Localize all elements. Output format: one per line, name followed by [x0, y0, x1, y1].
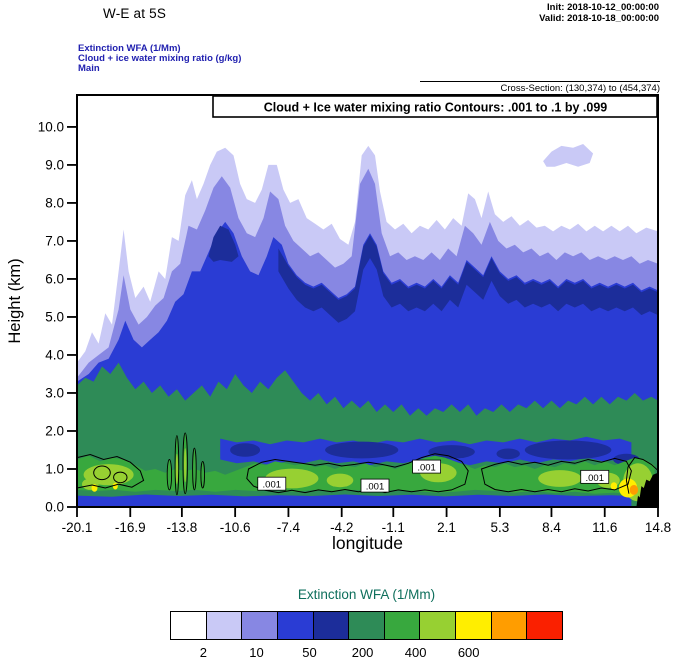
- low-dark-streak: [428, 445, 475, 459]
- colorbar-cell: [242, 612, 278, 639]
- colorbar-cell: [277, 612, 314, 639]
- green-column: [192, 447, 197, 491]
- terrain: [636, 472, 658, 507]
- contour-label-box: [257, 476, 287, 491]
- y-tick-label: 1.0: [45, 461, 64, 476]
- contour-label-box: [360, 478, 390, 493]
- contour-line: [625, 457, 659, 494]
- colorbar-tick-label: 2: [199, 645, 208, 660]
- x-tick-label: -4.2: [330, 520, 353, 535]
- y-tick-label: 8.0: [45, 195, 64, 210]
- colorbar-cell: [206, 612, 243, 639]
- green-column: [166, 459, 173, 491]
- contour-label-box: [412, 459, 441, 474]
- x-axis-title: longitude: [332, 533, 403, 553]
- y-tick-label: 4.0: [45, 347, 64, 362]
- surface-blue-layer: [77, 494, 632, 507]
- colorbar-tick-label: 200: [351, 645, 374, 660]
- contour-info-box: [212, 95, 658, 118]
- x-tick-label: -13.8: [166, 520, 197, 535]
- contour-line: [246, 453, 469, 494]
- colorbar-tick-label: 10: [249, 645, 264, 660]
- contour-label-box: [580, 469, 610, 484]
- y-axis-title: Height (km): [6, 258, 24, 343]
- contour-line: [480, 457, 632, 493]
- cross-section-rule: [420, 81, 660, 82]
- contour-line: [76, 453, 145, 489]
- colorbar-tick-label: 50: [302, 645, 317, 660]
- y-tick-label: 6.0: [45, 271, 64, 286]
- y-tick-label: 0.0: [45, 500, 64, 515]
- colorbar-cell: [420, 612, 457, 639]
- yellow-cell: [610, 482, 618, 490]
- contour-label: .001: [417, 463, 436, 474]
- valid-timestamp: Valid: 2018-10-18_00:00:00: [539, 12, 659, 24]
- x-tick-label: 2.1: [437, 520, 456, 535]
- green-column: [200, 460, 205, 489]
- surface-green-band: [77, 455, 655, 496]
- colorbar: [170, 611, 563, 640]
- colorbar-cell: [349, 612, 385, 639]
- field-extinction-label: Extinction WFA (1/Mm): [78, 43, 181, 54]
- colorbar-cell: [491, 612, 528, 639]
- low-level-blue-strip: [220, 436, 632, 466]
- y-tick-label: 10.0: [38, 119, 64, 134]
- low-dark-streak: [230, 443, 261, 457]
- colorbar-tick-label: 400: [404, 645, 427, 660]
- low-dark-streak: [325, 441, 399, 459]
- x-tick-label: 14.8: [645, 520, 671, 535]
- cross-section-label: Cross-Section: (130,374) to (454,374): [500, 83, 660, 94]
- contour-line: [93, 465, 111, 481]
- x-tick-label: 8.4: [542, 520, 561, 535]
- cloud-top-dark-band: [278, 235, 658, 323]
- x-tick-label: 11.6: [592, 520, 617, 535]
- colorbar-cell: [527, 612, 563, 639]
- bright-green-cell: [326, 473, 354, 488]
- x-tick-label: -16.9: [115, 520, 146, 535]
- bright-green-cell: [538, 470, 582, 487]
- x-tick-label: -20.1: [62, 520, 93, 535]
- low-dark-streak: [496, 448, 520, 460]
- contour-info-text: Cloud + Ice water mixing ratio Contours:…: [264, 101, 608, 115]
- contour-label: .001: [366, 482, 385, 493]
- low-dark-streak: [524, 440, 612, 460]
- colorbar-labels: 2 10 50 200 400 600: [0, 645, 674, 661]
- y-tick-label: 3.0: [45, 385, 64, 400]
- x-tick-label: 5.3: [490, 520, 509, 535]
- y-tick-label: 5.0: [45, 309, 64, 324]
- bright-green-cell: [175, 453, 179, 485]
- bright-green-cell: [83, 464, 134, 486]
- contour-label: .001: [585, 473, 604, 484]
- x-tick-label: -7.4: [277, 520, 301, 535]
- cloud-patch-upper-right: [543, 144, 594, 167]
- y-tick-label: 2.0: [45, 423, 64, 438]
- colorbar-cell: [384, 612, 421, 639]
- x-tick-label: -1.1: [382, 520, 405, 535]
- colorbar-cell: [313, 612, 350, 639]
- bright-green-cell: [184, 448, 187, 483]
- field-domain-label: Main: [78, 63, 100, 74]
- colorbar-tick-label: 600: [457, 645, 480, 660]
- cloud-dark-patch-nw: [208, 225, 239, 262]
- colorbar-cell: [456, 612, 492, 639]
- page-title: W-E at 5S: [103, 6, 167, 21]
- y-tick-label: 7.0: [45, 233, 64, 248]
- x-tick-label: -10.6: [220, 520, 251, 535]
- colorbar-cell: [171, 612, 207, 639]
- contour-label: .001: [263, 480, 282, 491]
- orange-cell: [629, 485, 639, 495]
- contour-line: [113, 471, 128, 484]
- legend-title: Extinction WFA (1/Mm): [297, 587, 436, 602]
- init-timestamp: Init: 2018-10-12_00:00:00: [547, 2, 659, 13]
- plot-frame: [76, 94, 659, 508]
- field-mixing-ratio-label: Cloud + ice water mixing ratio (g/kg): [78, 53, 242, 64]
- y-tick-label: 9.0: [45, 157, 64, 172]
